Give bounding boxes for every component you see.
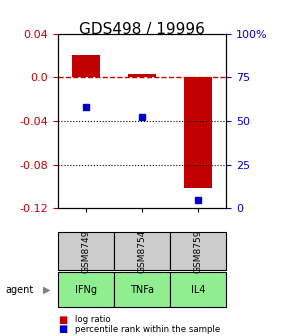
Text: IL4: IL4 (191, 285, 205, 295)
Text: ▶: ▶ (43, 285, 51, 295)
Bar (184, 77, 212, 187)
Text: GSM8759: GSM8759 (194, 229, 203, 273)
Text: GSM8754: GSM8754 (137, 229, 147, 273)
Bar (128, 74, 156, 77)
Text: log ratio: log ratio (75, 316, 111, 324)
Text: agent: agent (6, 285, 34, 295)
Text: ■: ■ (58, 315, 67, 325)
Text: GDS498 / 19996: GDS498 / 19996 (79, 22, 205, 37)
Text: GSM8749: GSM8749 (81, 229, 90, 273)
Text: percentile rank within the sample: percentile rank within the sample (75, 325, 221, 334)
Text: IFNg: IFNg (75, 285, 97, 295)
Bar (72, 55, 100, 77)
Text: TNFa: TNFa (130, 285, 154, 295)
Text: ■: ■ (58, 324, 67, 334)
